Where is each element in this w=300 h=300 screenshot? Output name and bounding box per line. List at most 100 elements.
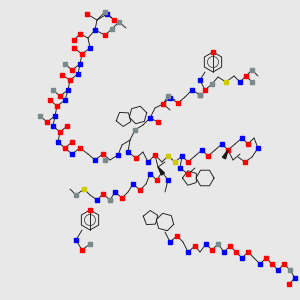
Bar	[88, 208, 92, 212]
Bar	[168, 240, 172, 244]
Bar	[103, 33, 107, 37]
Bar	[166, 178, 170, 182]
Bar	[70, 140, 74, 144]
Bar	[66, 88, 70, 92]
Bar	[146, 160, 150, 164]
Bar	[200, 148, 204, 152]
Bar	[131, 182, 135, 186]
Bar	[166, 154, 170, 158]
Bar	[148, 172, 152, 176]
Bar	[65, 124, 69, 128]
Bar	[186, 172, 190, 176]
Bar	[240, 136, 244, 140]
Bar	[126, 150, 130, 154]
Bar	[246, 142, 250, 146]
Bar	[80, 248, 84, 252]
Bar	[216, 242, 220, 246]
Bar	[198, 93, 202, 97]
Bar	[210, 82, 214, 86]
Bar	[63, 146, 67, 150]
Bar	[55, 104, 59, 108]
Bar	[288, 268, 292, 272]
Bar	[53, 114, 57, 118]
Bar	[85, 12, 89, 16]
Bar	[78, 146, 82, 150]
Bar	[74, 193, 78, 197]
Bar	[287, 282, 291, 286]
Bar	[228, 244, 232, 248]
Bar	[51, 88, 55, 92]
Bar	[161, 102, 165, 106]
Bar	[224, 80, 228, 84]
Bar	[110, 27, 114, 31]
Bar	[103, 10, 107, 14]
Bar	[76, 72, 80, 76]
Bar	[148, 116, 152, 120]
Bar	[276, 268, 280, 272]
Bar	[258, 262, 262, 266]
Bar	[234, 250, 238, 254]
Bar	[210, 248, 214, 252]
Bar	[246, 250, 250, 254]
Bar	[222, 250, 226, 254]
Bar	[70, 152, 74, 156]
Bar	[101, 192, 105, 196]
Bar	[45, 120, 49, 124]
Bar	[244, 74, 248, 78]
Bar	[51, 124, 55, 128]
Bar	[206, 154, 210, 158]
Bar	[63, 62, 67, 66]
Bar	[56, 140, 60, 144]
Bar	[193, 244, 197, 248]
Bar	[95, 198, 99, 202]
Bar	[93, 28, 97, 32]
Polygon shape	[158, 167, 164, 175]
Bar	[264, 256, 268, 260]
Bar	[108, 198, 112, 202]
Bar	[240, 256, 244, 260]
Bar	[256, 146, 260, 150]
Bar	[133, 128, 137, 132]
Bar	[198, 78, 202, 82]
Bar	[134, 156, 138, 160]
Bar	[180, 154, 184, 158]
Bar	[211, 50, 215, 54]
Bar	[113, 190, 117, 194]
Bar	[186, 160, 190, 164]
Bar	[138, 188, 142, 192]
Bar	[112, 18, 116, 22]
Bar	[48, 98, 52, 102]
Bar	[116, 153, 120, 157]
Bar	[88, 242, 92, 246]
Bar	[60, 73, 64, 77]
Bar	[105, 12, 109, 16]
Bar	[178, 166, 182, 170]
Bar	[220, 142, 224, 146]
Bar	[186, 250, 190, 254]
Bar	[155, 178, 159, 182]
Bar	[198, 93, 202, 97]
Bar	[80, 52, 84, 56]
Bar	[88, 46, 92, 50]
Bar	[250, 80, 254, 84]
Bar	[74, 238, 78, 242]
Bar	[38, 114, 42, 118]
Bar	[101, 152, 105, 156]
Bar	[173, 160, 177, 164]
Bar	[63, 98, 67, 102]
Bar	[70, 68, 74, 72]
Bar	[282, 262, 286, 266]
Polygon shape	[222, 150, 228, 159]
Bar	[270, 262, 274, 266]
Bar	[153, 153, 157, 157]
Bar	[156, 120, 160, 124]
Bar	[176, 101, 180, 105]
Bar	[72, 46, 76, 50]
Bar	[226, 148, 230, 152]
Bar	[72, 38, 76, 42]
Bar	[58, 94, 62, 98]
Bar	[120, 196, 124, 200]
Bar	[166, 94, 170, 98]
Bar	[204, 242, 208, 246]
Bar	[78, 62, 82, 66]
